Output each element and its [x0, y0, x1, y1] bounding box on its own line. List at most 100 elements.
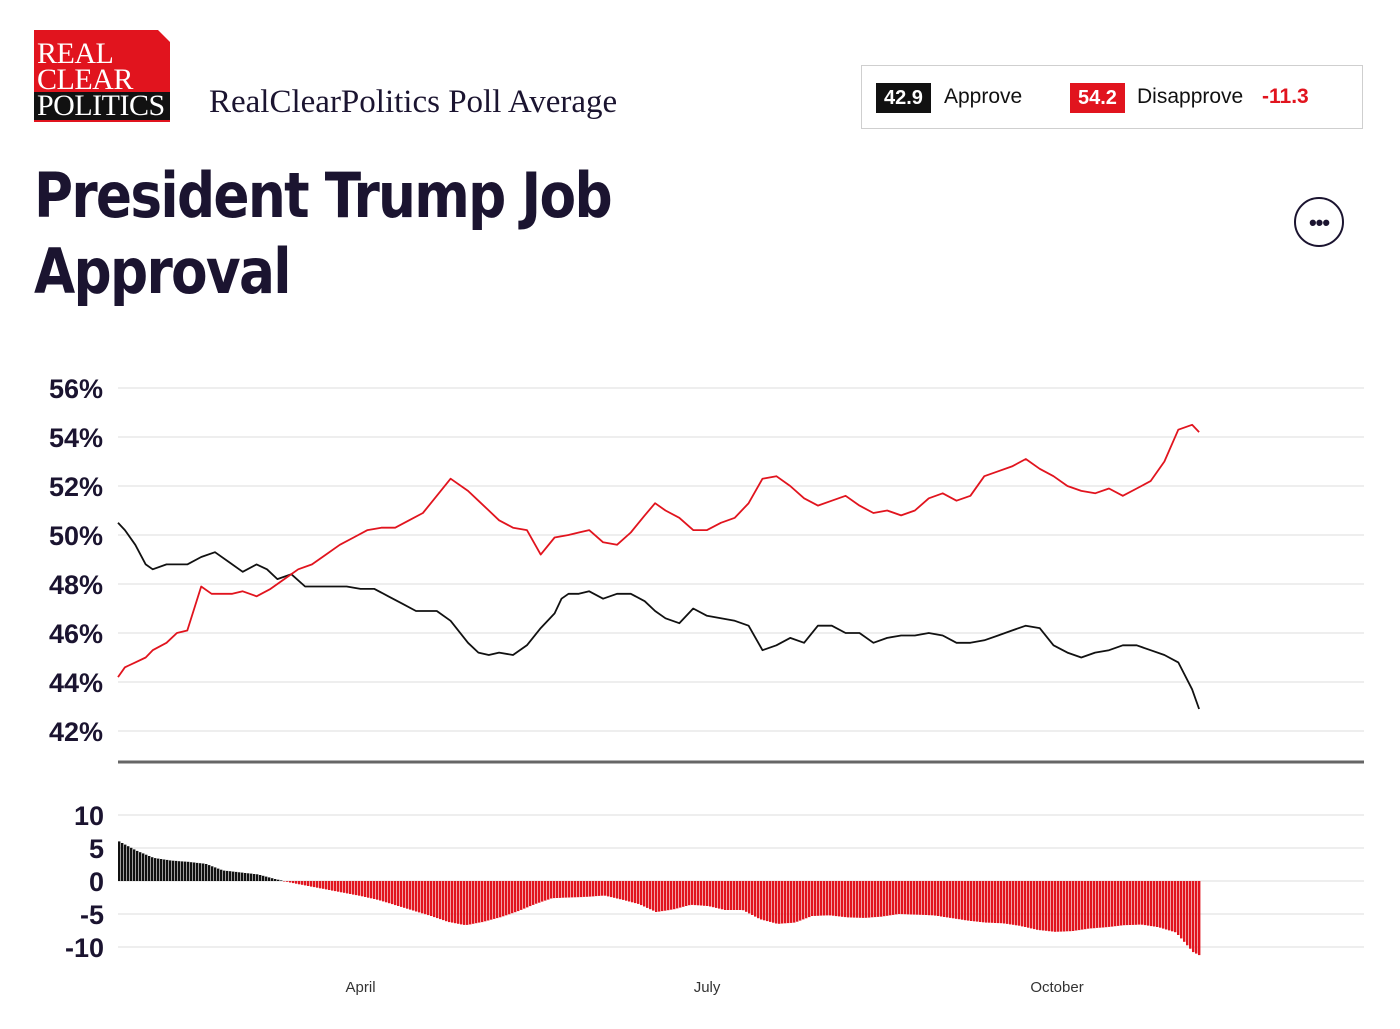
- spread-bar: [337, 881, 340, 892]
- spread-bar: [1060, 881, 1063, 932]
- spread-bar: [640, 881, 643, 906]
- spread-bar: [490, 881, 493, 920]
- spread-bar: [430, 881, 433, 916]
- spread-bar: [607, 881, 610, 897]
- spread-bar: [298, 881, 301, 885]
- spread-bar: [1093, 881, 1096, 929]
- spread-bar: [1087, 881, 1090, 929]
- x-tick-label: October: [1030, 979, 1083, 996]
- spread-bar: [133, 849, 136, 881]
- spread-bar: [262, 875, 265, 881]
- spread-bar: [526, 881, 529, 908]
- spread-bar: [1150, 881, 1153, 927]
- logo-line-1: REAL: [37, 37, 114, 70]
- spread-bar: [370, 881, 373, 899]
- spread-bar: [688, 881, 691, 906]
- rcp-logo[interactable]: REAL CLEAR POLITICS: [34, 30, 170, 122]
- spread-bar: [145, 854, 148, 881]
- more-options-button[interactable]: •••: [1294, 197, 1344, 247]
- spread-bar: [637, 881, 640, 904]
- spread-bar: [517, 881, 520, 912]
- spread-bar: [1030, 881, 1033, 929]
- spread-bar: [544, 881, 547, 901]
- spread-bar: [1012, 881, 1015, 925]
- spread-bar: [334, 881, 337, 892]
- approve-series-line: [117, 522, 1200, 710]
- spread-bar: [790, 881, 793, 923]
- spread-bar: [763, 881, 766, 921]
- spread-bar: [244, 873, 247, 881]
- spread-bar: [1135, 881, 1138, 925]
- spread-bar: [412, 881, 415, 911]
- spread-bar: [178, 861, 181, 881]
- spread-bar: [739, 881, 742, 910]
- spread-bar: [460, 881, 463, 925]
- spread-bar: [1009, 881, 1012, 925]
- spread-bar: [268, 877, 271, 881]
- spread-bar: [1051, 881, 1054, 932]
- spread-bar: [1069, 881, 1072, 932]
- spread-bar: [673, 881, 676, 910]
- spread-bar: [379, 881, 382, 901]
- spread-bar: [205, 864, 208, 881]
- spread-bar: [1108, 881, 1111, 927]
- spread-bar: [658, 881, 661, 912]
- spread-bar: [703, 881, 706, 906]
- spread-bar: [988, 881, 991, 923]
- spread-bar: [1111, 881, 1114, 927]
- spread-bar: [874, 881, 877, 918]
- spread-bar: [811, 881, 814, 916]
- spread-bar: [484, 881, 487, 922]
- spread-bar: [304, 881, 307, 886]
- spread-bar: [697, 881, 700, 906]
- spread-bar: [568, 881, 571, 898]
- logo-line-2: CLEAR: [37, 63, 133, 96]
- spread-bar: [709, 881, 712, 907]
- spread-bar: [1000, 881, 1003, 924]
- spread-bar: [766, 881, 769, 922]
- spread-bars: [118, 841, 1201, 956]
- spread-bar: [142, 853, 145, 881]
- spread-bar: [427, 881, 430, 916]
- spread-bar: [256, 874, 259, 881]
- disapprove-series-line: [117, 423, 1200, 678]
- spread-bar: [448, 881, 451, 923]
- disapprove-value-badge: 54.2: [1070, 83, 1125, 113]
- spread-bar: [694, 881, 697, 906]
- poll-summary-box: 42.9 Approve 54.2 Disapprove -11.3: [861, 65, 1363, 129]
- spread-bar: [394, 881, 397, 906]
- spread-bar: [226, 870, 229, 881]
- spread-bar: [970, 881, 973, 921]
- spread-bar: [289, 881, 292, 883]
- spread-bar: [292, 881, 295, 884]
- more-dots-icon: •••: [1308, 210, 1330, 235]
- spread-bar: [373, 881, 376, 899]
- spread-bar: [481, 881, 484, 923]
- spread-bar: [1018, 881, 1021, 926]
- spread-bar: [457, 881, 460, 924]
- spread-bar: [1147, 881, 1150, 926]
- spread-bar: [610, 881, 613, 898]
- spread-bar: [445, 881, 448, 922]
- spread-bar: [367, 881, 370, 898]
- spread-bar: [715, 881, 718, 908]
- spread-bar: [937, 881, 940, 916]
- x-tick-label: April: [346, 979, 376, 996]
- spread-bar: [1036, 881, 1039, 930]
- spread-bar: [424, 881, 427, 915]
- spread-bar: [676, 881, 679, 909]
- spread-bar: [1057, 881, 1060, 932]
- spread-bar: [541, 881, 544, 902]
- spread-bar: [1177, 881, 1180, 935]
- spread-bar: [619, 881, 622, 900]
- spread-bar: [667, 881, 670, 911]
- spread-bar: [451, 881, 454, 923]
- spread-bar: [319, 881, 322, 889]
- spread-bar: [931, 881, 934, 916]
- spread-bar: [442, 881, 445, 921]
- spread-bar: [121, 843, 124, 881]
- spread-bar: [148, 856, 151, 881]
- spread-bar: [409, 881, 412, 910]
- spread-bar: [949, 881, 952, 918]
- main-chart-y-ticks: 56% 54% 52% 50% 48% 46% 44% 42%: [49, 374, 103, 747]
